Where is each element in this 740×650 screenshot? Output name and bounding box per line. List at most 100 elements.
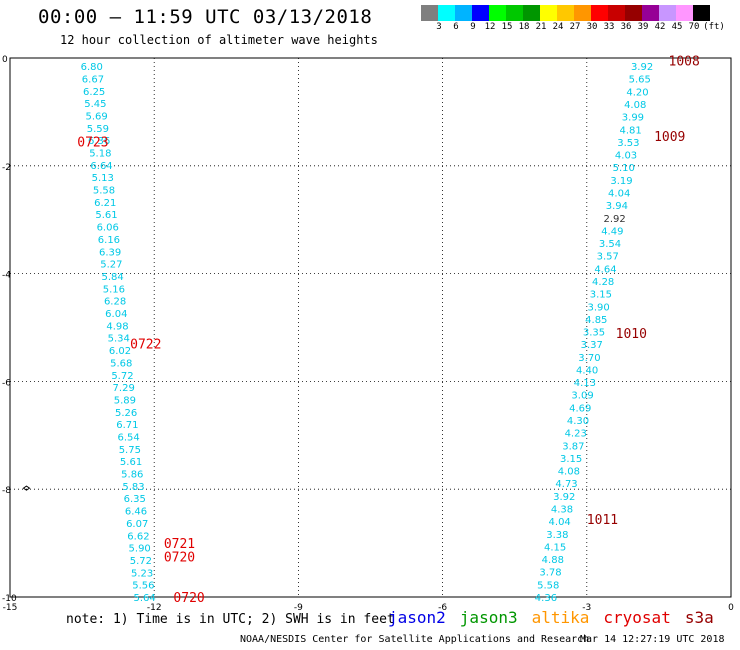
wave-height-value: 5.34 xyxy=(108,334,130,345)
wave-height-value: 5.13 xyxy=(92,173,114,184)
wave-height-value: 4.28 xyxy=(592,277,614,288)
colorbar-label: 21 xyxy=(535,22,547,32)
y-tick-label: -4 xyxy=(2,271,11,281)
wave-height-value: 3.70 xyxy=(578,353,600,364)
colorbar-cell xyxy=(421,5,438,21)
wave-height-value: 5.68 xyxy=(110,358,132,369)
colorbar-cell xyxy=(574,5,591,21)
chart-subtitle: 12 hour collection of altimeter wave hei… xyxy=(60,33,378,47)
colorbar-label: 33 xyxy=(603,22,615,32)
colorbar-label: 39 xyxy=(637,22,649,32)
wave-height-value: 4.73 xyxy=(555,479,577,490)
wave-height-value: 5.16 xyxy=(103,284,125,295)
y-tick-label: 0 xyxy=(2,55,8,65)
wave-height-value: 5.84 xyxy=(101,272,123,283)
wave-height-value: 6.39 xyxy=(99,247,121,258)
legend-cryosat: cryosat xyxy=(603,608,671,627)
pass-time-label: 0720 xyxy=(173,591,204,606)
map-plot: -15 -12 -9 -6 -3 0 0 -2 -4 -6 -8 -10 6.806.67 6.255.4… xyxy=(2,55,734,610)
colorbar-label: 15 xyxy=(501,22,513,32)
wave-height-value: 5.58 xyxy=(93,186,115,197)
wave-height-value: 5.45 xyxy=(84,99,106,110)
colorbar-cell xyxy=(608,5,625,21)
wave-height-value: 7.29 xyxy=(113,383,135,394)
colorbar-cell xyxy=(540,5,557,21)
wave-height-value: 6.28 xyxy=(104,297,126,308)
colorbar-label: 12 xyxy=(484,22,496,32)
wave-height-value: 3.90 xyxy=(587,302,609,313)
pass-time-label: 0722 xyxy=(130,338,161,353)
colorbar-label: 3 xyxy=(436,22,442,32)
wave-height-value: 3.57 xyxy=(597,252,619,263)
wave-height-value: 5.72 xyxy=(130,556,152,567)
satellite-legend: jason2 jason3 altika cryosat s3a xyxy=(388,608,714,627)
y-tick-label: -2 xyxy=(2,163,11,173)
chart-title: 00:00 – 11:59 UTC 03/13/2018 xyxy=(38,6,373,28)
wave-height-value: 5.59 xyxy=(87,124,109,135)
wave-height-value: 3.19 xyxy=(610,176,632,187)
wave-height-value: 5.56 xyxy=(132,581,154,592)
x-tick-label: -12 xyxy=(147,603,162,610)
colorbar-labels: 3 6 9 12 15 18 21 24 27 30 33 36 39 42 45 70 (ft) xyxy=(421,22,727,34)
wave-height-value: 3.15 xyxy=(560,454,582,465)
colorbar-label: 9 xyxy=(470,22,476,32)
pass-time-label: 0721 xyxy=(164,537,195,552)
wave-height-value: 6.06 xyxy=(97,223,119,234)
colorbar-cell xyxy=(438,5,455,21)
wave-height-value: 4.20 xyxy=(626,87,648,98)
y-tick-label: -8 xyxy=(2,486,11,496)
wave-height-value: 5.18 xyxy=(89,149,111,160)
wave-height-value: 3.92 xyxy=(553,492,575,503)
wave-height-value: 5.83 xyxy=(122,482,144,493)
colorbar-cell xyxy=(455,5,472,21)
colorbar-label: 30 xyxy=(586,22,598,32)
wave-height-value: 3.53 xyxy=(617,138,639,149)
wave-height-value: 3.38 xyxy=(546,530,568,541)
x-tick-label: -6 xyxy=(438,603,447,610)
legend-jason2: jason2 xyxy=(388,608,446,627)
wave-height-value: 5.90 xyxy=(129,544,151,555)
colorbar-label: 27 xyxy=(569,22,581,32)
colorbar-cell xyxy=(591,5,608,21)
wave-height-value: 4.03 xyxy=(615,151,637,162)
wave-height-value: 6.16 xyxy=(98,235,120,246)
wave-height-value: 6.02 xyxy=(109,346,131,357)
wave-height-value: 5.61 xyxy=(95,210,117,221)
wave-height-value: 4.38 xyxy=(551,505,573,516)
wave-height-value: 5.65 xyxy=(629,75,651,86)
colorbar-cell xyxy=(557,5,574,21)
plot-frame xyxy=(9,57,732,598)
wave-height-value: 6.07 xyxy=(126,519,148,530)
wave-height-value: 3.92 xyxy=(631,62,653,73)
wave-height-value: 3.15 xyxy=(590,290,612,301)
wave-height-value: 5.26 xyxy=(115,408,137,419)
footer-timestamp: Mar 14 12:27:19 UTC 2018 xyxy=(580,634,725,645)
colorbar-label: 24 xyxy=(552,22,564,32)
wave-height-value: 5.72 xyxy=(111,371,133,382)
wave-height-value: 6.04 xyxy=(105,309,127,320)
wave-height-value: 4.88 xyxy=(542,555,564,566)
pass-time-label: 1008 xyxy=(669,55,700,70)
wave-height-value: 4.69 xyxy=(569,403,591,414)
wave-height-value: 6.25 xyxy=(83,87,105,98)
wave-height-value: 3.87 xyxy=(562,441,584,452)
wave-height-value: 4.81 xyxy=(619,125,641,136)
wave-height-value: 4.13 xyxy=(574,378,596,389)
wave-height-value: 5.23 xyxy=(131,568,153,579)
wave-height-value: 4.49 xyxy=(601,226,623,237)
colorbar-label: 18 xyxy=(518,22,530,32)
wave-height-value: 4.40 xyxy=(576,365,598,376)
wave-height-value: 5.69 xyxy=(85,111,107,122)
wave-height-value: 4.64 xyxy=(594,264,616,275)
colorbar-cell xyxy=(506,5,523,21)
wave-height-value: 3.54 xyxy=(599,239,621,250)
wave-height-value: 3.94 xyxy=(606,201,628,212)
pass-time-label: 0723 xyxy=(77,136,108,151)
legend-jason3: jason3 xyxy=(459,608,518,627)
wave-height-value: 4.85 xyxy=(585,315,607,326)
colorbar-cell xyxy=(489,5,506,21)
x-tick-label: -15 xyxy=(3,603,18,610)
colorbar-cell xyxy=(523,5,540,21)
wave-height-value: 5.27 xyxy=(100,260,122,271)
colorbar-label: 70 xyxy=(688,22,700,32)
